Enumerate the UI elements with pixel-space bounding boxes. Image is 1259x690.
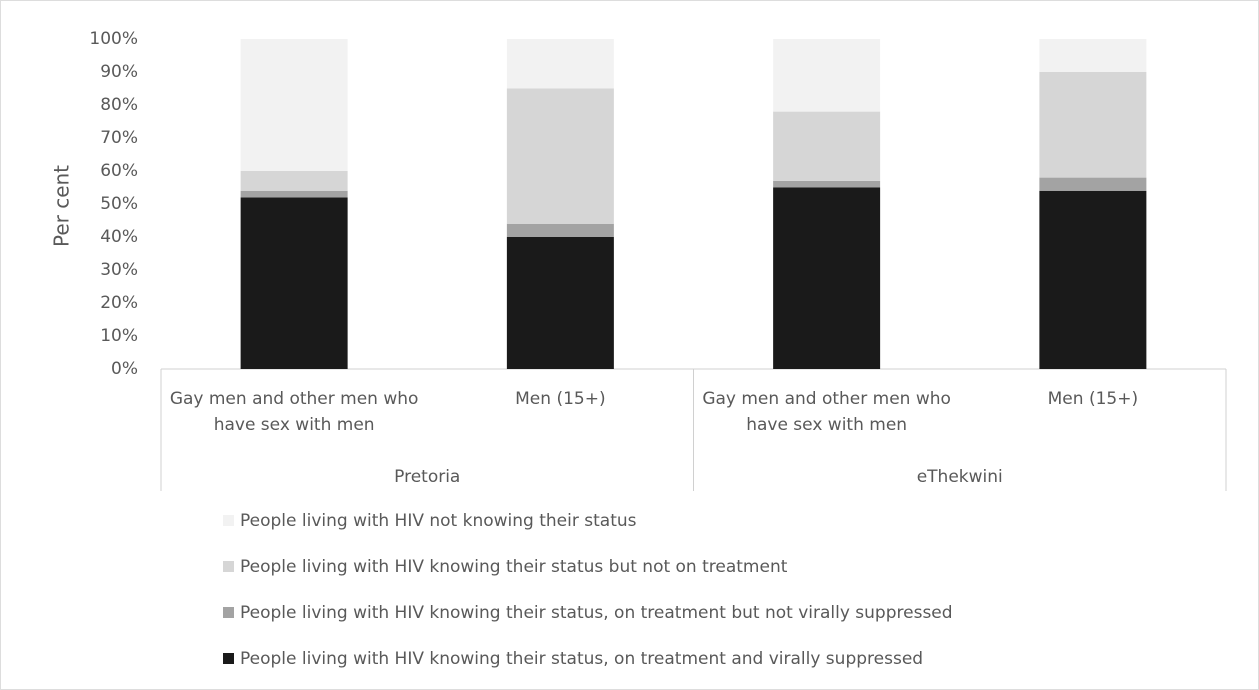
legend-entry: People living with HIV knowing their sta… <box>223 649 923 669</box>
legend-swatch <box>223 653 234 664</box>
bar-segment <box>1039 177 1147 191</box>
bar-segment <box>240 171 348 191</box>
bar-segment <box>1039 190 1147 369</box>
x-tick-label: Men (15+) <box>1047 389 1139 409</box>
bar-segment <box>773 111 881 181</box>
y-tick-label: 80% <box>100 95 138 115</box>
bar-segment <box>506 88 614 224</box>
legend-entry: People living with HIV knowing their sta… <box>223 603 953 623</box>
bar-segment <box>506 223 614 237</box>
bar-segment <box>240 190 348 198</box>
y-tick-label: 60% <box>100 161 138 181</box>
group-label: Pretoria <box>394 467 460 487</box>
bar-segment <box>240 197 348 369</box>
y-tick-label: 50% <box>100 194 138 214</box>
y-tick-label: 100% <box>89 29 138 49</box>
legend-swatch <box>223 515 234 526</box>
legend-label: People living with HIV knowing their sta… <box>240 649 924 669</box>
y-tick-label: 0% <box>111 359 138 379</box>
legend-label: People living with HIV not knowing their… <box>240 511 637 531</box>
x-tick-label: Gay men and other men who have sex with … <box>702 389 951 435</box>
y-axis-title: Per cent <box>50 165 74 247</box>
legend-entry: People living with HIV not knowing their… <box>223 511 637 531</box>
y-tick-label: 30% <box>100 260 138 280</box>
x-tick-label: Men (15+) <box>515 389 606 409</box>
y-tick-label: 40% <box>100 227 138 247</box>
group-label: eThekwini <box>917 467 1003 487</box>
legend-label: People living with HIV knowing their sta… <box>240 603 953 623</box>
legend-entry: People living with HIV knowing their sta… <box>223 557 787 577</box>
y-tick-label: 10% <box>100 326 138 346</box>
bar-segment <box>506 39 614 89</box>
legend-swatch <box>223 561 234 572</box>
y-tick-label: 20% <box>100 293 138 313</box>
bar-segment <box>773 187 881 369</box>
bar-segment <box>1039 39 1147 72</box>
y-tick-label: 90% <box>100 62 138 82</box>
bar-segment <box>240 39 348 171</box>
x-tick-label: Gay men and other men who have sex with … <box>169 389 419 435</box>
bar-segment <box>506 237 614 369</box>
legend-label: People living with HIV knowing their sta… <box>240 557 788 577</box>
bar-segment <box>773 180 881 188</box>
bar-segment <box>773 39 881 112</box>
legend-swatch <box>223 607 234 618</box>
bar-segment <box>1039 72 1147 178</box>
y-tick-label: 70% <box>100 128 138 148</box>
